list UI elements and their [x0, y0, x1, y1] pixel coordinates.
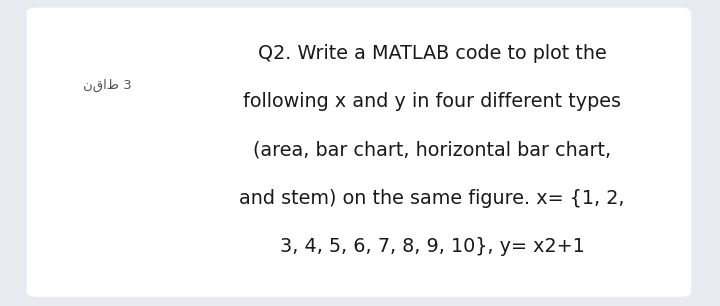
Text: Q2. Write a MATLAB code to plot the: Q2. Write a MATLAB code to plot the: [258, 44, 606, 63]
Text: following x and y in four different types: following x and y in four different type…: [243, 92, 621, 111]
Text: and stem) on the same figure. x= {1, 2,: and stem) on the same figure. x= {1, 2,: [239, 189, 625, 208]
Text: (area, bar chart, horizontal bar chart,: (area, bar chart, horizontal bar chart,: [253, 141, 611, 160]
Text: نقاط 3: نقاط 3: [83, 79, 132, 92]
Text: 3, 4, 5, 6, 7, 8, 9, 10}, y= x2+1: 3, 4, 5, 6, 7, 8, 9, 10}, y= x2+1: [279, 237, 585, 256]
